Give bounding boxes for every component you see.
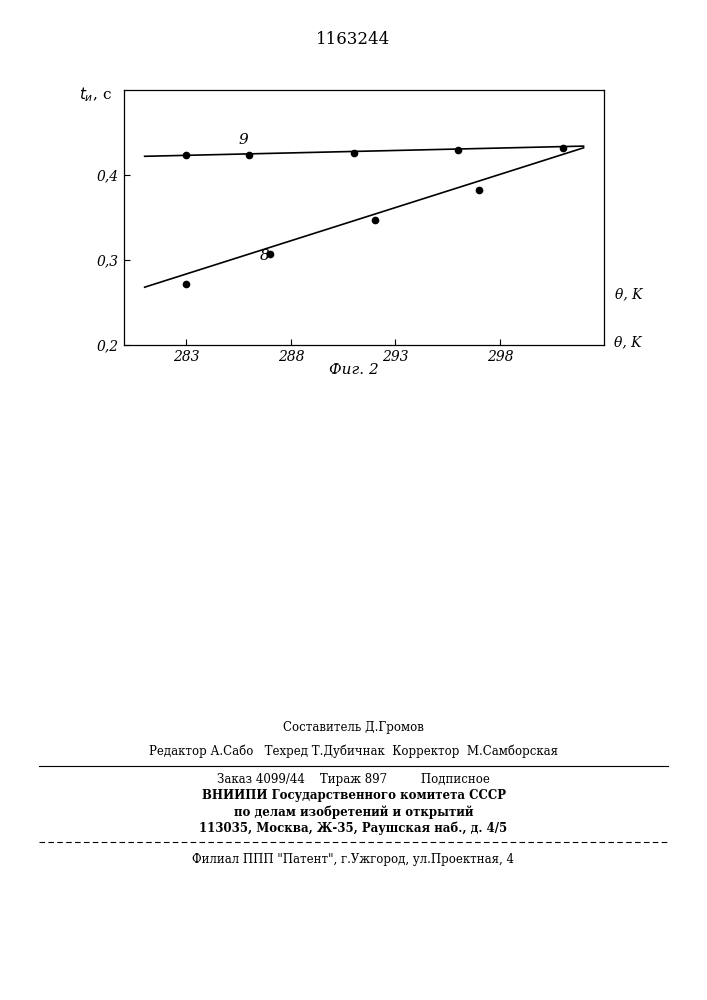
Text: 113035, Москва, Ж-35, Раушская наб., д. 4/5: 113035, Москва, Ж-35, Раушская наб., д. … xyxy=(199,821,508,835)
Text: ВНИИПИ Государственного комитета СССР: ВНИИПИ Государственного комитета СССР xyxy=(201,790,506,802)
Text: 8: 8 xyxy=(259,249,269,263)
Text: Составитель Д.Громов: Составитель Д.Громов xyxy=(283,722,424,734)
Text: Филиал ППП "Патент", г.Ужгород, ул.Проектная, 4: Филиал ППП "Патент", г.Ужгород, ул.Проек… xyxy=(192,854,515,866)
Text: θ, K: θ, K xyxy=(614,335,641,349)
Text: Заказ 4099/44    Тираж 897         Подписное: Заказ 4099/44 Тираж 897 Подписное xyxy=(217,772,490,786)
Text: 9: 9 xyxy=(239,133,248,147)
Text: 1163244: 1163244 xyxy=(316,31,391,48)
Text: Редактор А.Сабо   Техред Т.Дубичнак  Корректор  М.Самборская: Редактор А.Сабо Техред Т.Дубичнак Коррек… xyxy=(149,744,558,758)
Text: $t_{и}$, с: $t_{и}$, с xyxy=(79,86,112,104)
Text: Фиг. 2: Фиг. 2 xyxy=(329,363,378,377)
Text: по делам изобретений и открытий: по делам изобретений и открытий xyxy=(234,805,473,819)
Text: θ, K: θ, K xyxy=(615,287,643,301)
